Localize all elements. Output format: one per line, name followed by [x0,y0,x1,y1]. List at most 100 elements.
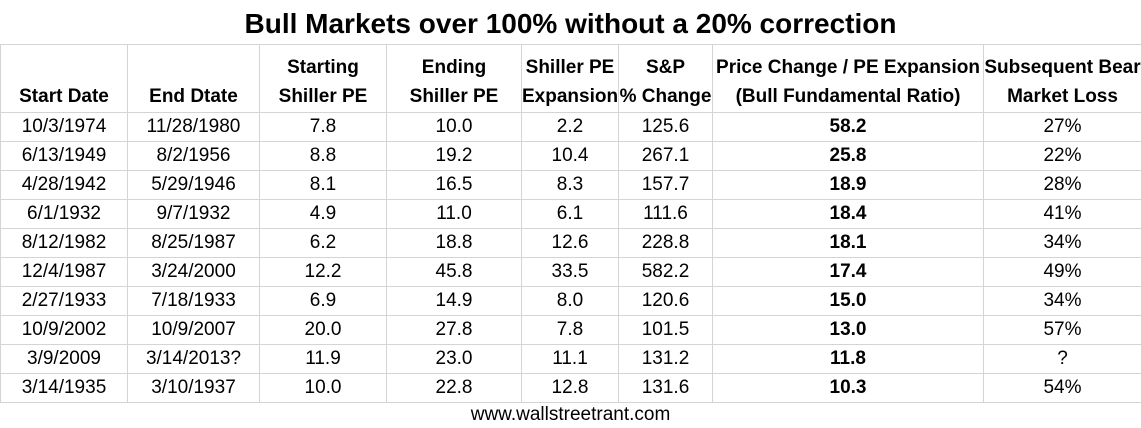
cell-bull-ratio: 10.3 [712,373,984,403]
cell-starting-pe: 8.8 [259,141,387,171]
cell-starting-pe: 8.1 [259,170,387,200]
cell-end-date: 3/24/2000 [127,257,260,287]
header-end-date: End Dtate [127,44,260,113]
header-bear-market-loss: Subsequent Bear Market Loss [983,44,1141,113]
cell-bull-ratio: 15.0 [712,286,984,316]
cell-bull-ratio: 17.4 [712,257,984,287]
header-start-date: Start Date [0,44,128,113]
cell-ending-pe: 16.5 [386,170,522,200]
cell-ending-pe: 14.9 [386,286,522,316]
cell-end-date: 9/7/1932 [127,199,260,229]
cell-bear-loss: 28% [983,170,1141,200]
cell-starting-pe: 6.2 [259,228,387,258]
cell-bear-loss: 22% [983,141,1141,171]
cell-start-date: 6/13/1949 [0,141,128,171]
cell-starting-pe: 7.8 [259,112,387,142]
cell-starting-pe: 6.9 [259,286,387,316]
cell-sp-change: 228.8 [618,228,713,258]
table-row: 10/3/1974 11/28/1980 7.8 10.0 2.2 125.6 … [0,112,1141,142]
source-url: www.wallstreetrant.com [470,404,671,425]
cell-ending-pe: 23.0 [386,344,522,374]
cell-pe-expansion: 7.8 [521,315,619,345]
cell-end-date: 5/29/1946 [127,170,260,200]
cell-starting-pe: 4.9 [259,199,387,229]
cell-bull-ratio: 18.1 [712,228,984,258]
table-row: 4/28/1942 5/29/1946 8.1 16.5 8.3 157.7 1… [0,170,1141,200]
table-title: Bull Markets over 100% without a 20% cor… [244,8,897,39]
cell-starting-pe: 12.2 [259,257,387,287]
cell-pe-expansion: 11.1 [521,344,619,374]
cell-start-date: 12/4/1987 [0,257,128,287]
cell-start-date: 4/28/1942 [0,170,128,200]
table-row: 6/13/1949 8/2/1956 8.8 19.2 10.4 267.1 2… [0,141,1141,171]
cell-start-date: 3/9/2009 [0,344,128,374]
cell-pe-expansion: 12.8 [521,373,619,403]
cell-bull-ratio: 58.2 [712,112,984,142]
header-ending-shiller-pe: Ending Shiller PE [386,44,522,113]
table-row: 3/9/2009 3/14/2013? 11.9 23.0 11.1 131.2… [0,344,1141,374]
cell-bull-ratio: 11.8 [712,344,984,374]
table-row: 10/9/2002 10/9/2007 20.0 27.8 7.8 101.5 … [0,315,1141,345]
cell-starting-pe: 20.0 [259,315,387,345]
cell-bear-loss: ? [983,344,1141,374]
table-row: 3/14/1935 3/10/1937 10.0 22.8 12.8 131.6… [0,373,1141,403]
cell-pe-expansion: 33.5 [521,257,619,287]
header-row: Start Date End Dtate Starting Shiller PE … [0,44,1141,113]
cell-ending-pe: 18.8 [386,228,522,258]
table-row: 6/1/1932 9/7/1932 4.9 11.0 6.1 111.6 18.… [0,199,1141,229]
header-bull-fundamental-ratio: Price Change / PE Expansion (Bull Fundame… [712,44,984,113]
cell-ending-pe: 45.8 [386,257,522,287]
cell-ending-pe: 27.8 [386,315,522,345]
cell-start-date: 10/9/2002 [0,315,128,345]
cell-bear-loss: 34% [983,286,1141,316]
cell-pe-expansion: 10.4 [521,141,619,171]
cell-end-date: 7/18/1933 [127,286,260,316]
cell-sp-change: 120.6 [618,286,713,316]
cell-bull-ratio: 25.8 [712,141,984,171]
cell-sp-change: 131.2 [618,344,713,374]
header-starting-shiller-pe: Starting Shiller PE [259,44,387,113]
cell-sp-change: 582.2 [618,257,713,287]
cell-sp-change: 157.7 [618,170,713,200]
cell-sp-change: 101.5 [618,315,713,345]
header-sp-change: S&P% Change [618,44,713,113]
cell-ending-pe: 22.8 [386,373,522,403]
cell-start-date: 10/3/1974 [0,112,128,142]
cell-end-date: 10/9/2007 [127,315,260,345]
cell-sp-change: 111.6 [618,199,713,229]
cell-bear-loss: 34% [983,228,1141,258]
table-row: 2/27/1933 7/18/1933 6.9 14.9 8.0 120.6 1… [0,286,1141,316]
cell-sp-change: 131.6 [618,373,713,403]
cell-pe-expansion: 6.1 [521,199,619,229]
cell-start-date: 2/27/1933 [0,286,128,316]
cell-starting-pe: 10.0 [259,373,387,403]
cell-start-date: 3/14/1935 [0,373,128,403]
header-pe-expansion: Shiller PE Expansion [521,44,619,113]
cell-pe-expansion: 12.6 [521,228,619,258]
cell-ending-pe: 19.2 [386,141,522,171]
cell-ending-pe: 11.0 [386,199,522,229]
cell-bear-loss: 54% [983,373,1141,403]
cell-bear-loss: 41% [983,199,1141,229]
cell-bear-loss: 49% [983,257,1141,287]
table-row: 12/4/1987 3/24/2000 12.2 45.8 33.5 582.2… [0,257,1141,287]
cell-bear-loss: 57% [983,315,1141,345]
cell-bull-ratio: 13.0 [712,315,984,345]
cell-starting-pe: 11.9 [259,344,387,374]
cell-end-date: 3/14/2013? [127,344,260,374]
cell-end-date: 8/25/1987 [127,228,260,258]
cell-bull-ratio: 18.9 [712,170,984,200]
cell-start-date: 6/1/1932 [0,199,128,229]
table-row: 8/12/1982 8/25/1987 6.2 18.8 12.6 228.8 … [0,228,1141,258]
cell-bear-loss: 27% [983,112,1141,142]
cell-bull-ratio: 18.4 [712,199,984,229]
cell-sp-change: 267.1 [618,141,713,171]
cell-end-date: 8/2/1956 [127,141,260,171]
bull-markets-table: Start Date End Dtate Starting Shiller PE … [0,44,1141,403]
cell-sp-change: 125.6 [618,112,713,142]
cell-end-date: 3/10/1937 [127,373,260,403]
cell-ending-pe: 10.0 [386,112,522,142]
cell-pe-expansion: 8.3 [521,170,619,200]
cell-pe-expansion: 2.2 [521,112,619,142]
cell-end-date: 11/28/1980 [127,112,260,142]
